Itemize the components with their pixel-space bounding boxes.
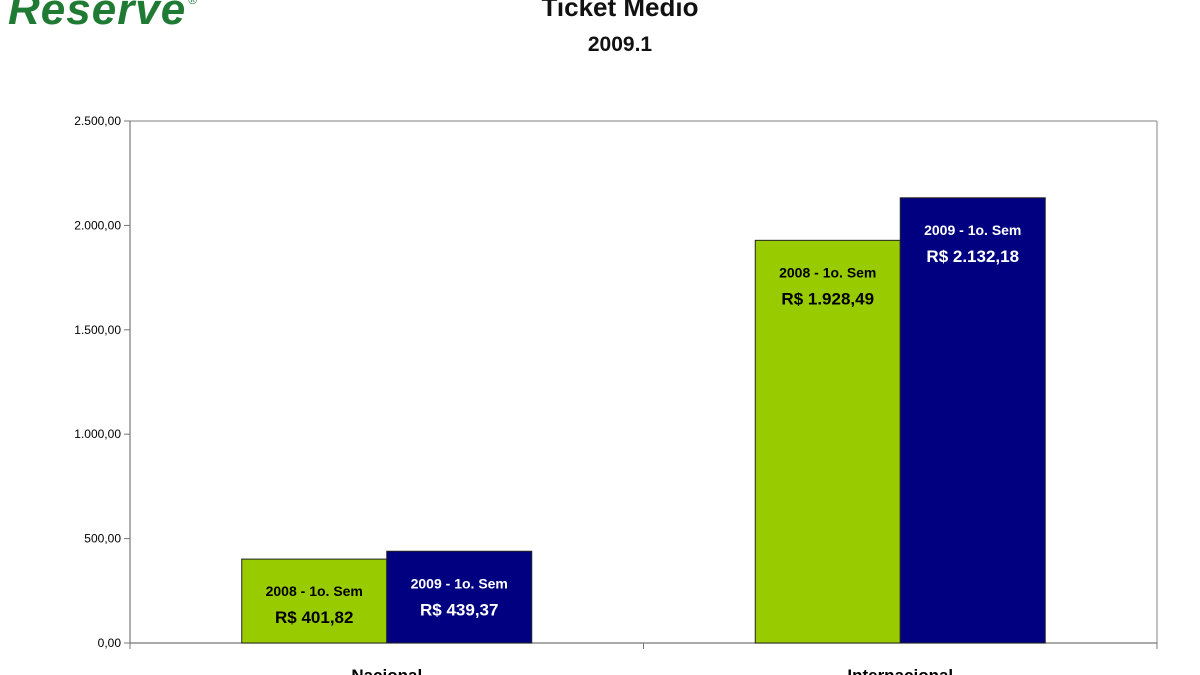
data-label-series: 2008 - 1o. Sem [779, 264, 876, 280]
x-category-label: Internacional [847, 666, 953, 675]
data-label-value: R$ 2.132,18 [926, 247, 1019, 266]
chart-title: Ticket Medio [541, 0, 699, 22]
bar-2009-internacional [899, 197, 1046, 644]
y-tick-label: 1.500,00 [74, 323, 121, 337]
y-tick-label: 0,00 [98, 636, 122, 650]
bar-2008-nacional [241, 558, 388, 644]
data-label-value: R$ 439,37 [420, 600, 498, 619]
y-tick-label: 2.000,00 [74, 218, 121, 232]
data-label-series: 2009 - 1o. Sem [411, 575, 508, 591]
x-category-label: Nacional [351, 666, 422, 675]
reserve-logo: Reserve ® [8, 0, 199, 34]
bar-2008-internacional [754, 239, 901, 644]
y-tick-label: 500,00 [84, 532, 121, 546]
chart-subtitle: 2009.1 [587, 33, 653, 56]
y-tick-label: 2.500,00 [74, 114, 121, 128]
data-label-value: R$ 401,82 [275, 608, 353, 627]
y-tick-label: 1.000,00 [74, 427, 121, 441]
bar-2009-nacional [386, 550, 533, 644]
data-label-value: R$ 1.928,49 [781, 289, 874, 308]
data-label-series: 2008 - 1o. Sem [266, 583, 363, 599]
data-label-series: 2009 - 1o. Sem [924, 222, 1021, 238]
